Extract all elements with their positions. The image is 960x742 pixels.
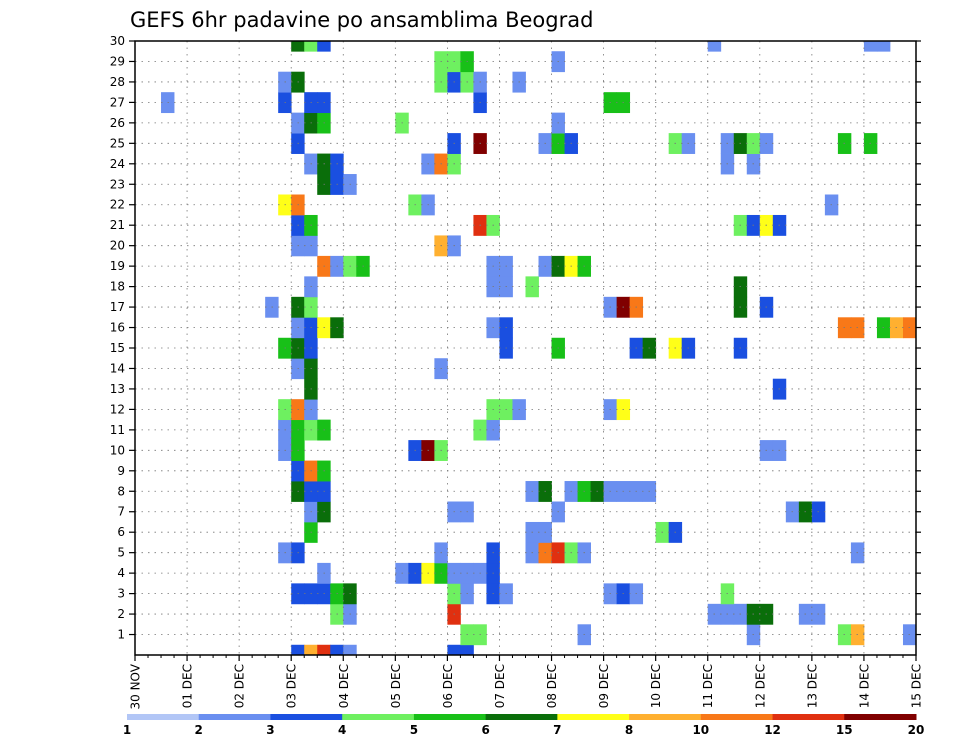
y-tick-label: 4 <box>117 566 125 580</box>
x-tick-label: 05 DEC <box>389 664 403 708</box>
y-tick-label: 19 <box>110 259 125 273</box>
y-tick-label: 28 <box>110 75 125 89</box>
precip-cell <box>291 41 305 52</box>
precip-cell <box>460 644 474 656</box>
x-tick-label: 10 DEC <box>649 664 663 708</box>
colorbar-swatch <box>557 714 630 720</box>
precip-cell <box>304 41 318 52</box>
y-tick-label: 27 <box>110 95 125 109</box>
y-tick-label: 22 <box>110 198 125 212</box>
y-tick-label: 29 <box>110 54 125 68</box>
y-tick-label: 12 <box>110 402 125 416</box>
y-tick-label: 25 <box>110 136 125 150</box>
colorbar-label: 1 <box>123 723 131 737</box>
x-tick-label: 02 DEC <box>233 664 247 708</box>
y-axis: 1234567891011121314151617181920212223242… <box>110 34 921 642</box>
y-tick-label: 15 <box>110 341 125 355</box>
y-tick-label: 3 <box>117 587 125 601</box>
colorbar-swatch <box>629 714 702 720</box>
precip-cell <box>876 41 891 52</box>
precip-cell <box>447 644 461 656</box>
y-tick-label: 23 <box>110 177 125 191</box>
y-tick-label: 17 <box>110 300 125 314</box>
colorbar: 1 2 3 4 5 6 7 8 10 12 15 20 <box>123 714 925 737</box>
colorbar-label: 15 <box>836 723 853 737</box>
precip-cell <box>304 644 318 656</box>
x-tick-label: 12 DEC <box>753 664 767 708</box>
colorbar-swatch <box>772 714 845 720</box>
y-tick-label: 7 <box>117 505 125 519</box>
precip-cell <box>317 644 331 656</box>
y-tick-label: 8 <box>117 484 125 498</box>
x-tick-label: 09 DEC <box>597 664 611 708</box>
y-tick-label: 11 <box>110 423 125 437</box>
y-tick-label: 9 <box>117 464 125 478</box>
colorbar-label: 12 <box>764 723 781 737</box>
colorbar-swatch <box>342 714 415 720</box>
x-tick-label: 08 DEC <box>545 664 559 708</box>
x-tick-label: 04 DEC <box>337 664 351 708</box>
precip-cell <box>291 644 305 656</box>
chart-title: GEFS 6hr padavine po ansamblima Beograd <box>130 8 593 32</box>
x-tick-label: 06 DEC <box>441 664 455 708</box>
colorbar-label: 5 <box>410 723 418 737</box>
x-tick-label: 14 DEC <box>857 664 871 708</box>
colorbar-label: 4 <box>338 723 346 737</box>
y-tick-label: 1 <box>117 628 125 642</box>
x-tick-label: 13 DEC <box>805 664 819 708</box>
colorbar-label: 2 <box>195 723 203 737</box>
colorbar-swatch <box>127 714 200 720</box>
y-tick-label: 21 <box>110 218 125 232</box>
x-tick-label: 30 NOV <box>129 663 143 709</box>
colorbar-label: 7 <box>553 723 561 737</box>
x-axis: 30 NOV 01 DEC 02 DEC 03 DEC 04 DEC 05 DEC 06 D… <box>129 655 924 710</box>
x-tick-label: 03 DEC <box>285 664 299 708</box>
precip-cell <box>330 644 344 656</box>
colorbar-swatch <box>485 714 558 720</box>
colorbar-label: 3 <box>266 723 274 737</box>
colorbar-swatch <box>413 714 487 720</box>
colorbar-label: 20 <box>908 723 925 737</box>
y-tick-label: 20 <box>110 239 125 253</box>
y-tick-label: 2 <box>117 607 125 621</box>
precip-cell <box>343 644 357 656</box>
colorbar-label: 10 <box>692 723 709 737</box>
y-tick-label: 18 <box>110 280 125 294</box>
precip-cell <box>707 41 722 52</box>
y-tick-label: 30 <box>110 34 125 48</box>
y-tick-label: 14 <box>110 361 125 375</box>
colorbar-label: 8 <box>625 723 633 737</box>
y-tick-label: 10 <box>110 443 125 457</box>
y-tick-label: 6 <box>117 525 125 539</box>
y-tick-label: 26 <box>110 116 125 130</box>
colorbar-swatch <box>270 714 343 720</box>
x-tick-label: 15 DEC <box>910 664 924 708</box>
colorbar-swatch <box>198 714 271 720</box>
colorbar-swatch <box>844 714 917 720</box>
precip-cell <box>863 41 878 52</box>
y-tick-label: 5 <box>117 546 125 560</box>
y-tick-label: 16 <box>110 321 125 335</box>
x-tick-label: 01 DEC <box>181 664 195 708</box>
x-tick-label: 07 DEC <box>493 664 507 708</box>
y-tick-label: 24 <box>110 157 125 171</box>
y-tick-label: 13 <box>110 382 125 396</box>
precip-cell <box>317 41 331 52</box>
x-tick-label: 11 DEC <box>701 664 715 708</box>
colorbar-swatch <box>700 714 774 720</box>
colorbar-label: 6 <box>481 723 489 737</box>
